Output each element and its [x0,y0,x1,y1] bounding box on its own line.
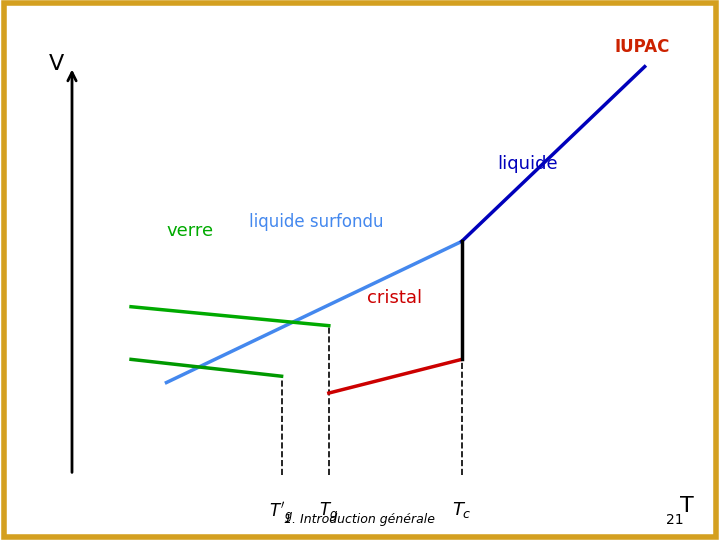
Text: liquide surfondu: liquide surfondu [249,213,384,232]
Text: 1. Introduction générale: 1. Introduction générale [284,514,436,526]
Text: $T'_g$: $T'_g$ [269,501,294,525]
Text: 21: 21 [667,512,684,526]
Text: liquide: liquide [497,154,558,172]
Text: V: V [48,54,63,74]
Text: $T_g$: $T_g$ [319,501,338,524]
Text: IUPAC: IUPAC [614,38,670,56]
Text: cristal: cristal [367,289,423,307]
Text: T: T [680,496,694,516]
Text: $T_c$: $T_c$ [451,501,472,521]
Text: verre: verre [166,222,214,240]
